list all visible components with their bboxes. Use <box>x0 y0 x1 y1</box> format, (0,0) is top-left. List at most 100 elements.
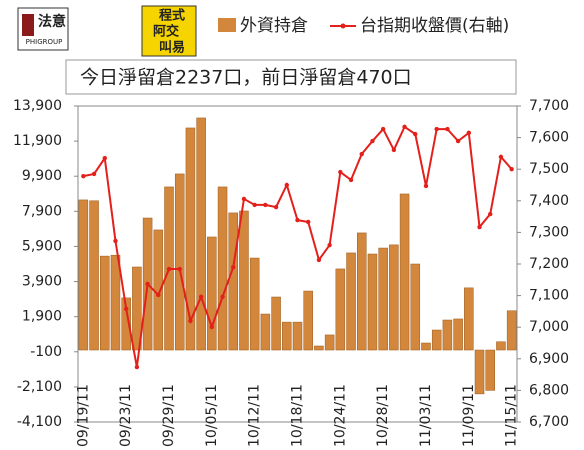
y-tick-label: 9,900 <box>22 168 62 184</box>
y-tick-label: -2,100 <box>17 379 62 395</box>
bar <box>174 173 185 351</box>
x-tick-label: 11/09/11 <box>461 384 477 447</box>
legend-marker <box>340 23 346 29</box>
x-tick-label: 09/19/11 <box>75 384 91 447</box>
bar <box>239 210 249 351</box>
line-point <box>273 204 279 210</box>
line-point <box>306 219 311 225</box>
bar <box>324 334 335 351</box>
bar <box>260 313 271 351</box>
annotation-box <box>65 59 517 95</box>
bar <box>196 117 206 351</box>
line-point <box>370 138 375 144</box>
y2-tick-label: 7,300 <box>529 224 569 240</box>
bar <box>303 290 313 351</box>
line-point <box>102 155 107 161</box>
x-tick-label: 11/15/11 <box>504 384 520 447</box>
bar <box>474 349 485 395</box>
line-point <box>466 130 472 136</box>
bar <box>335 268 346 351</box>
bar <box>228 212 239 351</box>
bar <box>217 186 228 351</box>
legend-label: 外資持倉 <box>240 16 308 36</box>
line-point <box>134 364 140 370</box>
y2-tick-label: 7,000 <box>529 319 569 335</box>
line-point <box>509 167 514 172</box>
bar <box>367 253 378 351</box>
line-point <box>316 257 322 263</box>
bar <box>100 255 110 351</box>
bar <box>110 254 121 351</box>
bar <box>292 321 303 351</box>
bar <box>485 349 495 391</box>
y2-tick-label: 6,900 <box>529 351 569 367</box>
legend-label: 台指期收盤價(右軸) <box>360 16 509 36</box>
line-point <box>81 173 86 179</box>
line-point <box>156 292 161 298</box>
bar <box>346 252 356 351</box>
line-point <box>284 182 289 188</box>
line-point <box>348 177 354 183</box>
bar <box>464 287 474 351</box>
x-tick-label: 10/05/11 <box>204 384 220 447</box>
line-point <box>477 224 482 230</box>
line-point <box>338 169 343 175</box>
x-tick-label: 10/18/11 <box>290 384 306 447</box>
bar <box>453 318 463 351</box>
y2-tick-label: 7,600 <box>529 130 569 146</box>
line-point <box>241 196 247 202</box>
line-point <box>423 183 429 189</box>
line-point <box>177 266 182 272</box>
logo-right-box <box>141 5 197 57</box>
line-point <box>188 318 193 324</box>
logo-right-top: 程式 <box>159 8 185 24</box>
line-point <box>359 151 364 157</box>
y2-tick-label: 7,100 <box>529 288 569 304</box>
y-tick-label: -100 <box>30 344 62 360</box>
bar <box>356 232 367 351</box>
line-point <box>220 294 225 300</box>
bar <box>132 266 142 351</box>
line-point <box>263 202 268 208</box>
y2-tick-label: 7,700 <box>529 98 569 114</box>
y-tick-label: 7,900 <box>22 203 62 219</box>
line-point <box>231 264 236 270</box>
line-point <box>445 126 450 132</box>
y2-tick-label: 7,200 <box>529 256 569 272</box>
bar <box>185 127 196 351</box>
bar <box>442 319 453 351</box>
bar <box>431 329 442 351</box>
bar <box>249 257 260 351</box>
bar <box>410 263 421 351</box>
line-point <box>488 211 493 217</box>
line-point <box>380 126 386 132</box>
annotation: 今日淨留倉2237口，前日淨留倉470口 <box>80 67 412 89</box>
bar <box>506 310 517 351</box>
line-point <box>209 324 215 330</box>
bar <box>153 229 164 351</box>
bar <box>78 199 89 351</box>
y-tick-label: -4,100 <box>17 414 62 430</box>
line-point <box>123 306 129 312</box>
line-point <box>252 202 257 208</box>
logo-left-sub: PHIGROUP <box>26 38 63 46</box>
line-point <box>91 171 97 177</box>
bar <box>389 244 399 351</box>
y2-tick-label: 7,500 <box>529 161 569 177</box>
bar <box>378 247 388 351</box>
bar <box>421 342 431 351</box>
logo-left: 法意 <box>38 13 66 30</box>
bar <box>282 321 292 351</box>
line-point <box>166 266 172 272</box>
line-point <box>295 217 300 223</box>
bar <box>207 236 217 351</box>
bar <box>496 341 506 351</box>
logo-right-bottom: 叫易 <box>159 40 185 56</box>
y2-tick-label: 6,800 <box>529 382 569 398</box>
line-point <box>455 138 461 144</box>
x-tick-label: 10/24/11 <box>332 384 348 447</box>
y2-tick-label: 7,400 <box>529 193 569 209</box>
logo-right-mid: 阿交 <box>153 24 179 40</box>
logo-left-mark <box>22 14 34 36</box>
